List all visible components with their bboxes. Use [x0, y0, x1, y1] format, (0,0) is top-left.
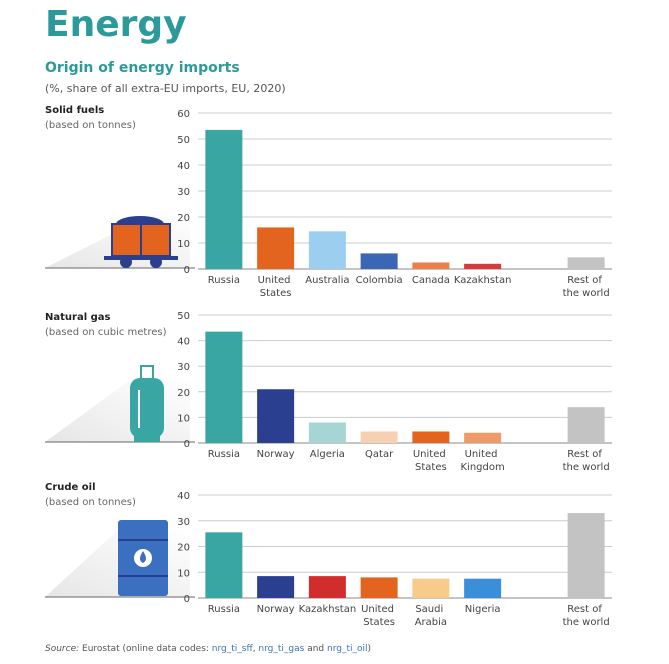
bar — [308, 422, 346, 443]
chart-subtitle: (based on cubic metres) — [45, 327, 167, 338]
x-tick-label: Kazakhstan — [454, 275, 512, 286]
subtitle: Origin of energy imports — [45, 60, 240, 76]
source-text: and — [304, 644, 327, 654]
bar — [412, 262, 450, 269]
bar — [257, 576, 295, 598]
coal-cart-icon — [45, 215, 195, 269]
source-code: nrg_ti_sff — [211, 644, 253, 654]
page-title: Energy — [45, 4, 187, 45]
bar — [567, 407, 605, 443]
source-code: nrg_ti_gas — [258, 644, 305, 654]
x-tick-label: Saudi Arabia — [415, 604, 447, 628]
bar — [257, 389, 295, 443]
y-tick-label: 0 — [184, 439, 190, 450]
x-tick-label: Colombia — [356, 275, 403, 286]
bar — [360, 577, 398, 598]
gas-cylinder-icon — [45, 365, 195, 443]
x-tick-label: Algeria — [310, 449, 345, 460]
y-tick-label: 0 — [184, 594, 190, 605]
bar — [464, 578, 502, 598]
x-tick-label: Russia — [208, 449, 240, 460]
y-tick-label: 40 — [177, 491, 190, 502]
bar — [567, 257, 605, 269]
bar — [205, 129, 243, 269]
x-tick-label: Rest of the world — [563, 604, 610, 628]
source-text: , — [252, 644, 259, 654]
source: Source: Eurostat (online data codes: nrg… — [45, 644, 371, 654]
source-text: Eurostat (online data codes: — [79, 644, 212, 654]
chart-title: Crude oil — [45, 482, 96, 493]
x-tick-label: Kazakhstan — [299, 604, 357, 615]
chart-subtitle: (based on tonnes) — [45, 120, 136, 131]
y-tick-label: 30 — [177, 362, 190, 373]
x-tick-label: United States — [258, 275, 294, 299]
y-tick-label: 20 — [177, 388, 190, 399]
bar — [567, 513, 605, 598]
y-tick-label: 50 — [177, 311, 190, 322]
x-tick-label: United States — [361, 604, 397, 628]
bar — [205, 331, 243, 443]
bar — [464, 432, 502, 443]
bar — [412, 431, 450, 443]
x-tick-label: United Kingdom — [461, 449, 505, 473]
x-tick-label: United States — [413, 449, 449, 473]
bar — [360, 253, 398, 269]
y-tick-label: 40 — [177, 337, 190, 348]
y-tick-label: 20 — [177, 543, 190, 554]
source-code: nrg_ti_oil — [326, 644, 368, 654]
source-label: Source: — [45, 644, 80, 654]
bar — [412, 578, 450, 598]
y-tick-label: 10 — [177, 239, 190, 250]
chart-title: Natural gas — [45, 312, 111, 323]
y-tick-label: 0 — [184, 265, 190, 276]
bar — [308, 576, 346, 598]
bar — [257, 227, 295, 269]
x-tick-label: Norway — [257, 604, 295, 615]
y-tick-label: 50 — [177, 135, 190, 146]
y-tick-label: 10 — [177, 568, 190, 579]
chart-title: Solid fuels — [45, 105, 104, 116]
y-tick-label: 30 — [177, 517, 190, 528]
x-tick-label: Qatar — [365, 449, 394, 460]
note: (%, share of all extra-EU imports, EU, 2… — [45, 82, 286, 95]
chart-subtitle: (based on tonnes) — [45, 497, 136, 508]
y-tick-label: 40 — [177, 161, 190, 172]
x-tick-label: Nigeria — [465, 604, 501, 615]
x-tick-label: Norway — [257, 449, 295, 460]
y-tick-label: 30 — [177, 187, 190, 198]
bar — [464, 263, 502, 269]
x-tick-label: Russia — [208, 275, 240, 286]
x-tick-label: Rest of the world — [563, 449, 610, 473]
x-tick-label: Canada — [412, 275, 450, 286]
x-tick-label: Russia — [208, 604, 240, 615]
source-text: ) — [367, 644, 371, 654]
x-tick-label: Rest of the world — [563, 275, 610, 299]
y-tick-label: 20 — [177, 213, 190, 224]
y-tick-label: 60 — [177, 109, 190, 120]
bar — [308, 231, 346, 269]
oil-barrel-icon — [45, 520, 195, 598]
bar — [360, 431, 398, 443]
x-tick-label: Australia — [305, 275, 349, 286]
y-tick-label: 10 — [177, 413, 190, 424]
bar — [205, 532, 243, 598]
